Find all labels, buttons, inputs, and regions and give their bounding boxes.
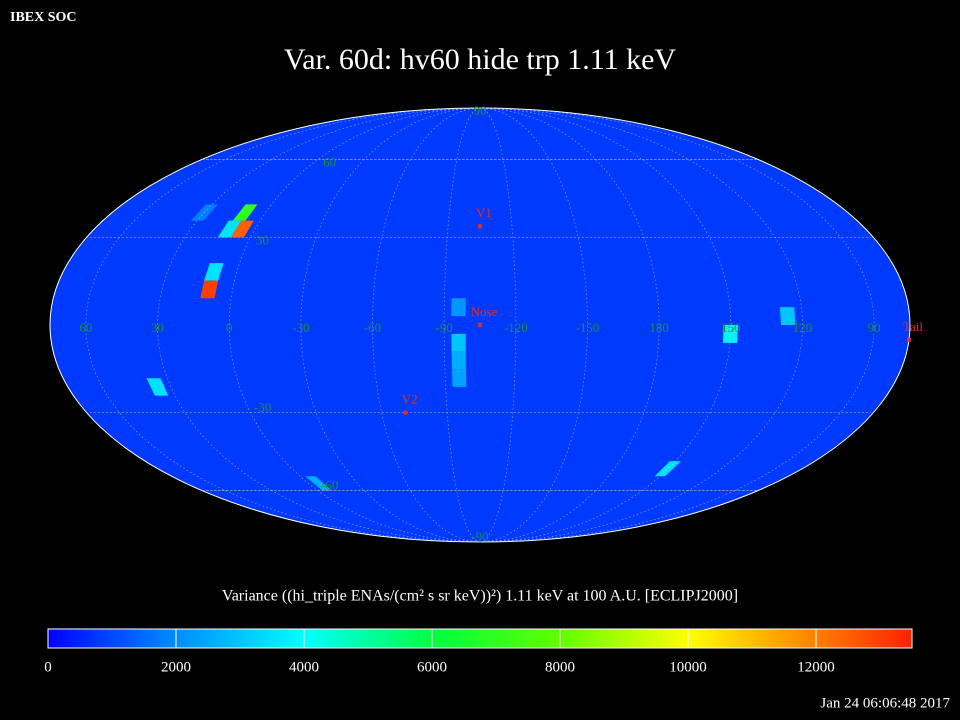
timestamp: Jan 24 06:06:48 2017 [820, 695, 950, 711]
marker [478, 323, 482, 327]
lon-label: 0 [226, 320, 233, 335]
meridian [228, 107, 481, 543]
map-cell [654, 461, 681, 477]
colorbar [47, 628, 913, 649]
map-cell [451, 298, 466, 317]
map-cell [779, 307, 796, 325]
lon-label: -120 [504, 320, 528, 335]
map-cell [451, 351, 466, 370]
lon-label: -90 [435, 320, 452, 335]
lat-label: -90 [471, 529, 488, 544]
map-cell [451, 369, 467, 387]
map-cell [200, 280, 219, 299]
lat-label: 90 [474, 103, 487, 118]
marker-label: Nose [471, 304, 498, 319]
marker [906, 337, 911, 342]
colorbar-tick-label: 6000 [417, 659, 447, 675]
title: Var. 60d: hv60 hide trp 1.11 keV [284, 43, 677, 76]
marker-label: Tail [903, 319, 923, 334]
meridian [479, 107, 517, 543]
map-cell [230, 220, 254, 238]
map-cell [217, 220, 242, 238]
colorbar-label: Variance ((hi_triple ENAs/(cm² s sr keV)… [222, 588, 738, 605]
colorbar-tick-label: 2000 [161, 659, 191, 675]
map-cell [146, 378, 169, 396]
map-cell [204, 263, 224, 281]
lon-label: -60 [364, 320, 381, 335]
lon-label: 60 [79, 320, 92, 335]
lon-label: -150 [576, 320, 600, 335]
header: IBEX SOC [10, 10, 77, 25]
lon-label: -30 [292, 320, 309, 335]
colorbar-tick-label: 8000 [545, 659, 575, 675]
map-cell [451, 333, 466, 352]
lon-label: 90 [868, 320, 881, 335]
colorbar-tick-label: 4000 [289, 659, 319, 675]
lat-label: -60 [321, 477, 338, 492]
marker-label: V1 [476, 205, 492, 220]
overlay: 60 30 0 -30 -60 -90 -120 -150 180 150 120 90 90 60 30 -… [79, 103, 923, 544]
lon-label: 150 [721, 320, 741, 335]
map-cell [305, 476, 332, 491]
map-cell [232, 204, 258, 221]
lat-label: 60 [323, 155, 336, 170]
map-cell [722, 325, 738, 343]
lat-label: -30 [254, 400, 271, 415]
colorbar-tick-label: 10000 [669, 659, 707, 675]
lon-label: 120 [793, 320, 813, 335]
colorbar-tick-label: 0 [44, 659, 52, 675]
marker [478, 224, 482, 229]
marker [403, 410, 408, 415]
marker-label: V2 [402, 392, 418, 407]
meridian [443, 107, 481, 543]
lat-label: 30 [256, 232, 269, 247]
lon-label: 180 [649, 320, 669, 335]
lon-label: 30 [151, 320, 164, 335]
colorbar-tick-label: 12000 [797, 659, 835, 675]
